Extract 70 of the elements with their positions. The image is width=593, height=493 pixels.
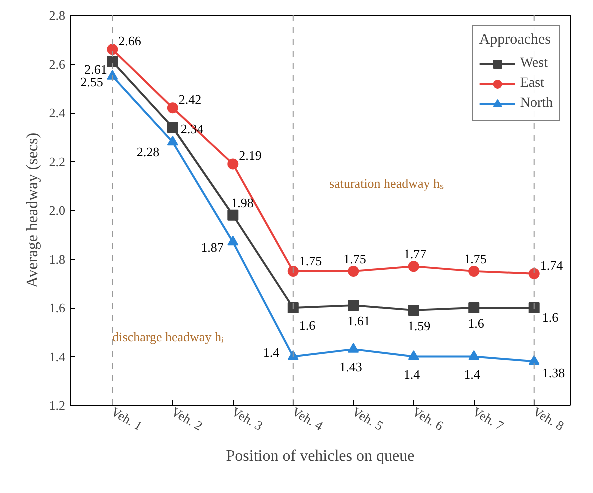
data-label: 1.77 (404, 246, 428, 262)
data-label: 1.4 (404, 366, 421, 382)
data-label: 1.43 (340, 359, 362, 374)
legend-label: West (520, 56, 548, 72)
point (468, 266, 480, 277)
point (167, 122, 178, 134)
annotation: saturation headway hₛ (330, 176, 444, 191)
point (228, 158, 239, 170)
data-label: 1.6 (299, 318, 316, 333)
data-label: 1.4 (263, 344, 280, 360)
y-axis-title: Average headway (secs) (24, 132, 42, 288)
point (468, 350, 480, 360)
x-tick-label: Veh. 1 (108, 404, 146, 434)
legend-label: East (520, 76, 544, 92)
point (528, 268, 540, 280)
x-tick-label: Veh. 5 (350, 404, 386, 434)
y-tick-label: 2.6 (49, 56, 66, 72)
point (528, 355, 540, 366)
data-label: 1.6 (468, 316, 485, 331)
data-label: 1.6 (542, 310, 560, 325)
data-label: 1.87 (201, 240, 224, 256)
data-label: 1.59 (408, 318, 431, 334)
data-label: 1.74 (540, 258, 564, 273)
data-label: 1.61 (348, 314, 370, 329)
point (228, 236, 239, 246)
point (348, 300, 360, 312)
data-label: 1.75 (464, 251, 487, 266)
point (468, 302, 480, 314)
x-tick-label: Veh. 3 (229, 404, 266, 434)
legend-title: Approaches (479, 32, 552, 49)
y-tick-label: 1.8 (49, 252, 66, 267)
data-label: 2.42 (178, 92, 202, 108)
y-tick-label: 2.2 (49, 154, 66, 170)
x-tick-label: Veh. 4 (290, 404, 326, 434)
data-label: 1.75 (344, 251, 366, 266)
data-label: 2.19 (239, 148, 262, 164)
x-tick-label: Veh. 2 (169, 404, 206, 434)
point (107, 44, 118, 56)
point (528, 302, 540, 314)
data-label: 1.38 (542, 366, 566, 381)
data-label: 2.66 (118, 34, 142, 49)
x-tick-label: Veh. 6 (410, 404, 447, 434)
data-label: 1.75 (299, 253, 322, 268)
point (288, 266, 299, 277)
point (228, 210, 239, 221)
x-tick-label: Veh. 7 (470, 404, 508, 434)
y-tick-label: 2.0 (49, 203, 66, 218)
y-tick-label: 1.2 (49, 398, 66, 413)
point (107, 56, 118, 68)
data-label: 1.98 (231, 195, 254, 210)
point (167, 136, 178, 146)
legend-label: North (520, 96, 553, 112)
data-label: 2.55 (80, 74, 104, 90)
annotation: discharge headway hᵢ (112, 330, 224, 345)
x-tick-label: Veh. 8 (530, 404, 567, 434)
data-label: 1.4 (464, 366, 481, 382)
point (408, 261, 420, 272)
point (288, 302, 299, 314)
data-label: 2.61 (84, 62, 108, 77)
point (167, 102, 178, 114)
data-label: 2.28 (136, 144, 160, 160)
point (408, 350, 420, 360)
point (348, 343, 360, 353)
y-tick-label: 1.4 (49, 349, 66, 364)
point (348, 266, 360, 277)
x-axis-title: Position of vehicles on queue (226, 448, 415, 466)
y-tick-label: 1.6 (49, 300, 66, 316)
y-tick-label: 2.4 (49, 106, 66, 120)
point (408, 304, 420, 316)
y-tick-label: 2.8 (49, 8, 66, 23)
